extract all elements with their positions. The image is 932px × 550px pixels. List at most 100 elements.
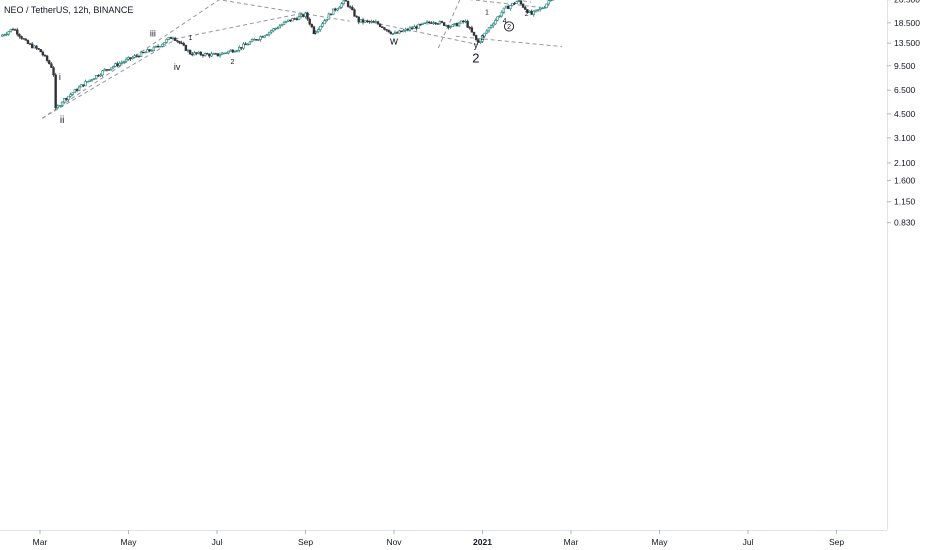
price-tick-label: 2.100 — [894, 158, 916, 168]
candle-body — [188, 49, 192, 55]
candle-body — [487, 27, 491, 32]
candle-body — [308, 18, 311, 25]
candle-body — [524, 7, 527, 10]
candle-body — [500, 12, 503, 17]
candle-body — [370, 21, 373, 23]
price-tick-label: 18.500 — [894, 18, 920, 28]
candle-body — [383, 27, 386, 30]
candle-body — [90, 79, 94, 81]
candle-body — [92, 78, 96, 80]
candle-body — [220, 52, 224, 56]
candle-body — [532, 10, 535, 15]
candle-body — [120, 62, 124, 64]
wave-label: w — [389, 36, 398, 48]
wave-label: 3 — [301, 0, 305, 1]
candle-body — [340, 3, 343, 8]
candle-body — [511, 2, 514, 6]
candle-body — [451, 24, 454, 27]
candle-body — [86, 81, 89, 83]
candle-body — [216, 53, 220, 57]
candle-body — [270, 30, 273, 33]
candle-body — [353, 9, 356, 17]
candle-body — [28, 43, 32, 45]
candle-body — [453, 23, 457, 25]
candle-body — [163, 42, 166, 45]
candle-body — [13, 29, 17, 31]
candle-body — [101, 70, 104, 76]
candle-body — [116, 63, 119, 66]
candle-body — [146, 49, 149, 53]
candle-body — [509, 5, 512, 9]
candle-body — [506, 5, 510, 9]
candle-body — [182, 43, 185, 46]
candle-body — [545, 3, 548, 8]
candle-body — [26, 39, 30, 44]
candle-body — [440, 21, 444, 23]
candle-body — [180, 42, 183, 44]
candle-body — [432, 22, 435, 24]
candle-body — [39, 49, 42, 53]
candle-body — [280, 24, 284, 27]
candle-body — [306, 12, 309, 20]
candle-body — [255, 39, 258, 41]
candle-body — [201, 54, 205, 57]
candle-body — [398, 30, 401, 34]
candle-body — [498, 15, 501, 18]
candle-body — [543, 7, 546, 9]
time-tick-label: May — [120, 537, 137, 547]
candle-body — [135, 55, 138, 57]
candle-body — [199, 51, 203, 56]
candle-body — [344, 0, 348, 2]
candle-body — [184, 44, 188, 51]
time-tick-label: Mar — [33, 537, 48, 547]
candle-body — [43, 54, 47, 57]
candle-body — [479, 40, 482, 43]
candle-body — [33, 45, 36, 49]
time-axis[interactable]: Mar May Jul Sep Nov 2021 Mar May Jul Sep — [33, 530, 845, 547]
candle-body — [404, 28, 407, 31]
price-tick-label: 26.500 — [894, 0, 920, 5]
candle-body — [227, 50, 230, 54]
candle-body — [167, 37, 170, 40]
candle-body — [295, 18, 299, 21]
wave-labels: iiiiiiiv12341vxw3142y22134i5ii1234iii5iv… — [59, 0, 529, 126]
candle-body — [75, 89, 79, 91]
candle-body — [474, 35, 478, 40]
candle-body — [71, 92, 74, 95]
candle-body — [462, 20, 465, 23]
candle-body — [359, 19, 363, 23]
candle-body — [413, 26, 416, 29]
candle-body — [69, 94, 72, 97]
candle-body — [7, 31, 10, 35]
candle-body — [3, 34, 6, 36]
candle-body — [442, 22, 446, 26]
candle-body — [415, 26, 418, 29]
candle-body — [434, 22, 437, 24]
candles — [1, 0, 555, 110]
time-tick-label: Nov — [386, 537, 402, 547]
candle-body — [310, 23, 313, 28]
candle-body — [385, 29, 388, 31]
time-tick-label: 2021 — [473, 537, 492, 547]
candle-body — [314, 31, 318, 34]
candle-body — [541, 7, 544, 10]
candle-body — [470, 27, 474, 33]
candle-body — [406, 28, 410, 31]
candle-body — [195, 52, 198, 54]
candle-body — [22, 38, 25, 40]
candle-body — [103, 69, 106, 72]
candle-body — [410, 27, 414, 29]
candle-body — [278, 25, 281, 29]
candle-body — [468, 27, 471, 29]
wave-label: 4 — [503, 18, 507, 25]
candle-body — [302, 14, 305, 17]
candle-body — [363, 20, 367, 23]
candle-body — [325, 18, 328, 22]
trend-guide-line — [455, 35, 563, 48]
candle-body — [496, 16, 499, 21]
price-axis[interactable]: 2600.0001900.0001300.000950.000670.00047… — [887, 0, 930, 228]
time-tick-label: Mar — [564, 537, 579, 547]
